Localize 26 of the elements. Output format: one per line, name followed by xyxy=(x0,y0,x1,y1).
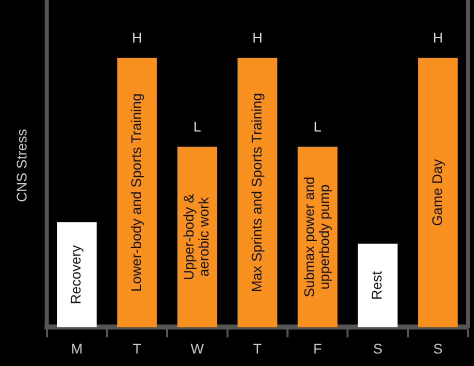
annotation: Submax power and upperbody pump xyxy=(300,176,332,298)
bar xyxy=(177,146,218,328)
annotation: Recovery xyxy=(68,245,84,304)
annotation: L xyxy=(314,118,322,135)
y-axis-title: CNS Stress xyxy=(13,129,30,202)
x-tick-label: T xyxy=(132,340,142,356)
annotation: Upper-body & aerobic work xyxy=(180,193,212,280)
x-tick-label: S xyxy=(373,340,382,356)
text: H xyxy=(252,30,262,46)
x-tick-label: W xyxy=(190,340,205,356)
x-tick-label: M xyxy=(71,340,83,356)
x-tick-label: F xyxy=(313,340,322,356)
bar xyxy=(418,58,458,328)
annotation: H xyxy=(132,30,142,46)
annotation: L xyxy=(193,118,202,135)
annotation: Lower-body and Sports Training xyxy=(128,93,144,292)
annotation: Max Sprints and Sports Training xyxy=(248,92,264,292)
x-tick-label: S xyxy=(433,340,443,356)
x-tick-label: T xyxy=(253,340,262,356)
bar xyxy=(358,244,398,328)
bar xyxy=(238,58,278,328)
bar xyxy=(117,58,157,328)
text: H xyxy=(432,30,443,46)
bar xyxy=(57,222,97,328)
annotation: Game Day xyxy=(428,159,445,226)
annotation: Rest xyxy=(368,270,385,300)
